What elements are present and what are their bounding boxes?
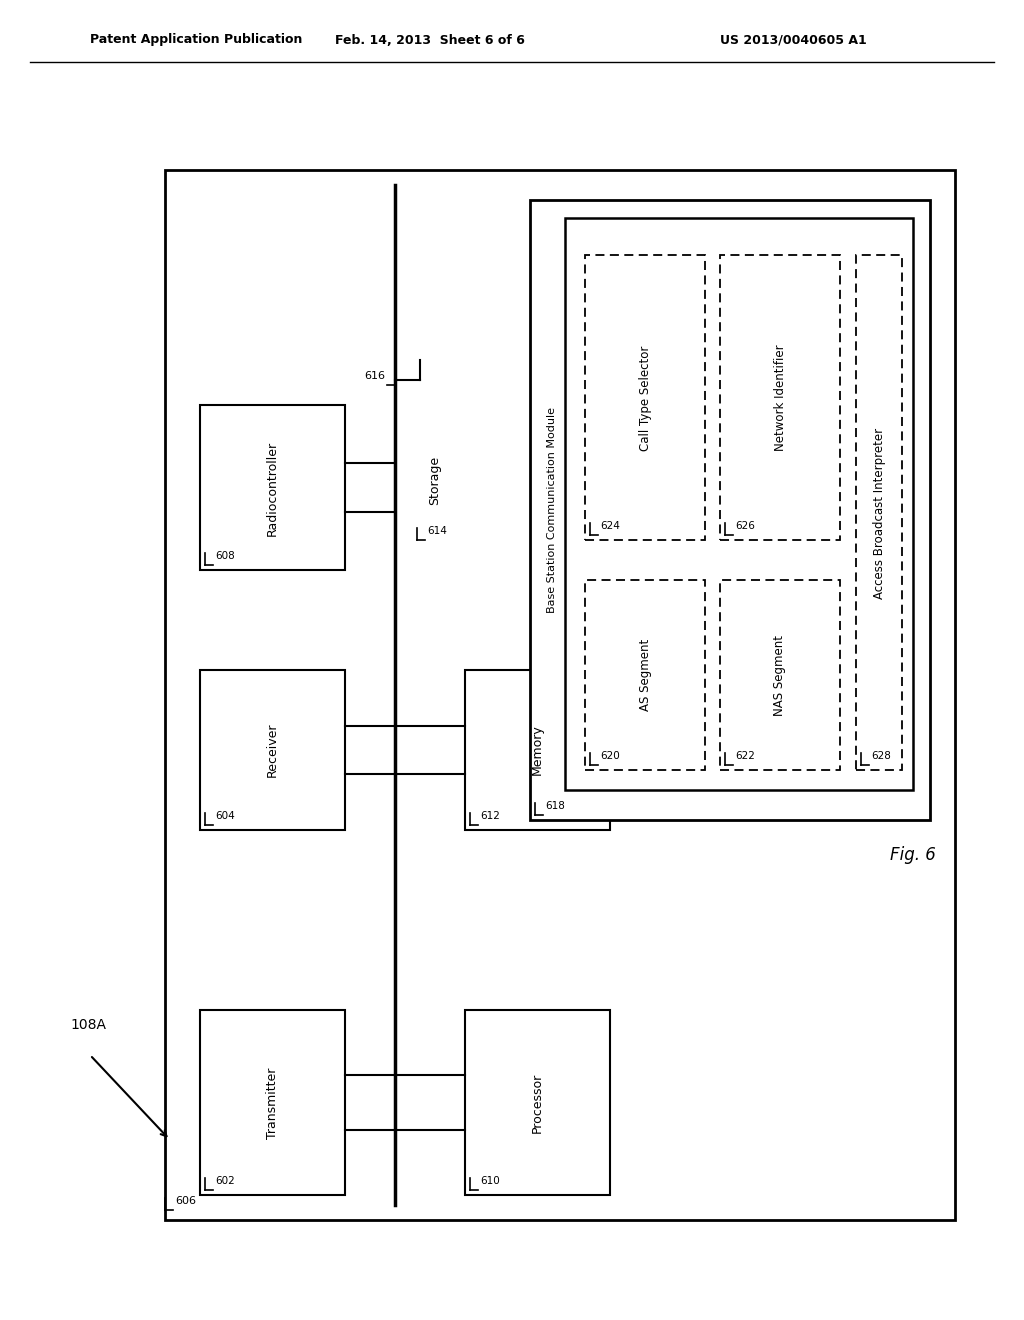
Text: Call Type Selector: Call Type Selector xyxy=(639,346,651,450)
Text: AS Segment: AS Segment xyxy=(639,639,651,711)
Text: 626: 626 xyxy=(735,521,755,531)
Text: Receiver: Receiver xyxy=(265,723,279,777)
Text: 602: 602 xyxy=(215,1176,234,1185)
Text: 610: 610 xyxy=(480,1176,500,1185)
Text: 622: 622 xyxy=(735,751,755,762)
Text: 604: 604 xyxy=(215,810,234,821)
Bar xyxy=(200,1010,345,1195)
Text: 614: 614 xyxy=(427,525,446,536)
Bar xyxy=(720,579,840,770)
Text: 616: 616 xyxy=(364,371,385,381)
Text: 606: 606 xyxy=(175,1196,196,1206)
Bar xyxy=(165,170,955,1220)
Text: 608: 608 xyxy=(215,550,234,561)
Text: US 2013/0040605 A1: US 2013/0040605 A1 xyxy=(720,33,866,46)
Text: NAS Segment: NAS Segment xyxy=(773,635,786,715)
Text: Feb. 14, 2013  Sheet 6 of 6: Feb. 14, 2013 Sheet 6 of 6 xyxy=(335,33,525,46)
Text: 108A: 108A xyxy=(70,1018,106,1032)
Bar xyxy=(585,579,705,770)
Text: Radiocontroller: Radiocontroller xyxy=(265,441,279,536)
Bar xyxy=(565,218,913,789)
Text: Memory: Memory xyxy=(530,725,544,775)
Text: 620: 620 xyxy=(600,751,620,762)
Text: Fig. 6: Fig. 6 xyxy=(890,846,936,865)
Text: Patent Application Publication: Patent Application Publication xyxy=(90,33,302,46)
Text: 612: 612 xyxy=(480,810,500,821)
Text: Transmitter: Transmitter xyxy=(265,1068,279,1139)
Text: Access Broadcast Interpreter: Access Broadcast Interpreter xyxy=(872,428,886,598)
Text: Base Station Communication Module: Base Station Communication Module xyxy=(547,407,557,612)
Bar xyxy=(856,255,902,770)
Bar xyxy=(530,201,930,820)
Bar xyxy=(720,255,840,540)
Bar xyxy=(465,671,610,830)
Bar xyxy=(585,255,705,540)
Text: 618: 618 xyxy=(545,801,565,810)
Text: 628: 628 xyxy=(871,751,891,762)
Bar xyxy=(465,1010,610,1195)
Text: 624: 624 xyxy=(600,521,620,531)
Bar xyxy=(200,405,345,570)
Text: Storage: Storage xyxy=(428,455,441,504)
Bar xyxy=(200,671,345,830)
Text: Processor: Processor xyxy=(530,1073,544,1133)
Text: Network Identifier: Network Identifier xyxy=(773,345,786,451)
